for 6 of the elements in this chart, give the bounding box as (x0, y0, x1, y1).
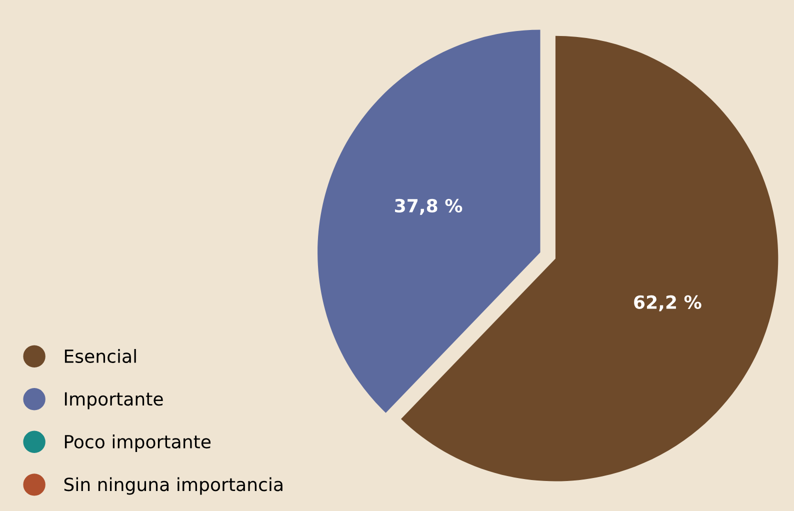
data-label: 62,2 % (634, 295, 702, 312)
legend-label: Importante (64, 392, 163, 410)
data-label: 37,8 % (395, 198, 462, 215)
legend-label: Sin ninguna importancia (64, 477, 282, 495)
legend-label: Poco importante (64, 434, 211, 452)
legend-label: Esencial (64, 349, 136, 363)
